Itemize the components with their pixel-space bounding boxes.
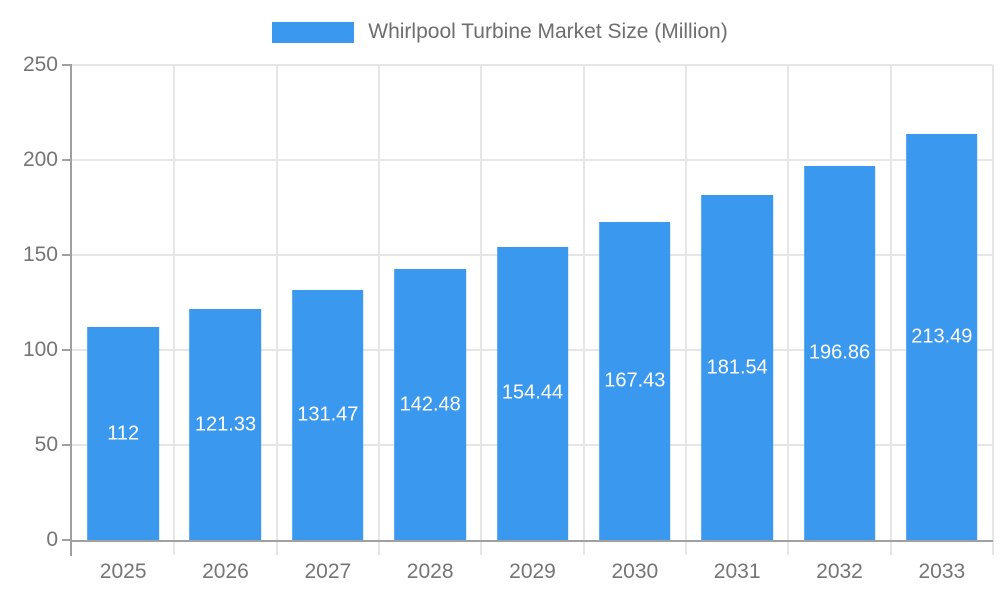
plot-area[interactable]: 0 50 100 150 200 250 112 2025 121.33 2026 131.47 20… — [23, 53, 994, 583]
x-tick-label: 2029 — [509, 560, 556, 583]
horizontal-gridline — [72, 64, 993, 66]
x-tick-label: 2033 — [918, 560, 966, 583]
y-tick-label: 150 — [22, 243, 58, 266]
x-tick-label: 2028 — [406, 560, 454, 583]
bar[interactable]: 131.47 — [292, 290, 364, 540]
bar[interactable]: 196.86 — [803, 165, 876, 540]
vertical-gridline — [173, 65, 176, 555]
legend-item[interactable]: Whirlpool Turbine Market Size (Million) — [0, 20, 1000, 44]
bar[interactable]: 181.54 — [701, 195, 773, 540]
y-tick-label: 200 — [22, 148, 58, 171]
vertical-gridline — [480, 65, 483, 555]
bar-value-label: 154.44 — [501, 381, 564, 404]
bar[interactable]: 112 — [87, 327, 159, 540]
vertical-gridline — [377, 65, 380, 555]
bar[interactable]: 167.43 — [599, 221, 671, 540]
vertical-gridline — [992, 65, 994, 555]
x-tick-label: 2027 — [304, 560, 352, 583]
y-tick-label: 250 — [22, 53, 58, 76]
vertical-gridline — [684, 65, 687, 555]
legend-label: Whirlpool Turbine Market Size (Million) — [368, 20, 728, 43]
vertical-gridline — [582, 65, 585, 555]
x-tick-label: 2026 — [202, 560, 249, 583]
y-axis-line — [70, 65, 72, 556]
y-axis-tick — [62, 254, 72, 256]
vertical-gridline — [787, 65, 790, 555]
y-axis-tick — [62, 444, 72, 446]
x-tick-label: 2031 — [713, 560, 761, 583]
x-tick-label: 2030 — [611, 560, 659, 583]
y-tick-label: 100 — [22, 338, 58, 361]
bar[interactable]: 142.48 — [394, 269, 466, 540]
y-tick-label: 50 — [34, 433, 58, 456]
bar-value-label: 142.48 — [399, 393, 461, 416]
bar-value-label: 167.43 — [604, 369, 666, 392]
vertical-gridline — [275, 65, 278, 555]
x-tick-label: 2025 — [99, 560, 147, 583]
y-axis-tick — [62, 539, 72, 541]
y-axis-tick — [62, 349, 72, 351]
bar[interactable]: 121.33 — [189, 309, 262, 540]
vertical-gridline — [889, 65, 892, 555]
y-axis-tick — [62, 64, 72, 66]
bar-value-label: 213.49 — [911, 325, 973, 348]
legend-swatch — [272, 21, 355, 43]
bar-value-label: 121.33 — [194, 413, 257, 436]
bar-value-label: 112 — [107, 422, 140, 445]
x-axis-line — [70, 540, 993, 542]
y-tick-label: 0 — [46, 528, 58, 551]
horizontal-gridline — [72, 159, 993, 161]
bar-value-label: 181.54 — [706, 356, 768, 379]
x-tick-label: 2032 — [816, 560, 863, 583]
bar[interactable]: 213.49 — [906, 134, 978, 540]
bar-value-label: 131.47 — [297, 403, 359, 426]
y-axis-tick — [62, 159, 72, 161]
bar[interactable]: 154.44 — [496, 246, 569, 540]
bar-value-label: 196.86 — [808, 341, 871, 364]
